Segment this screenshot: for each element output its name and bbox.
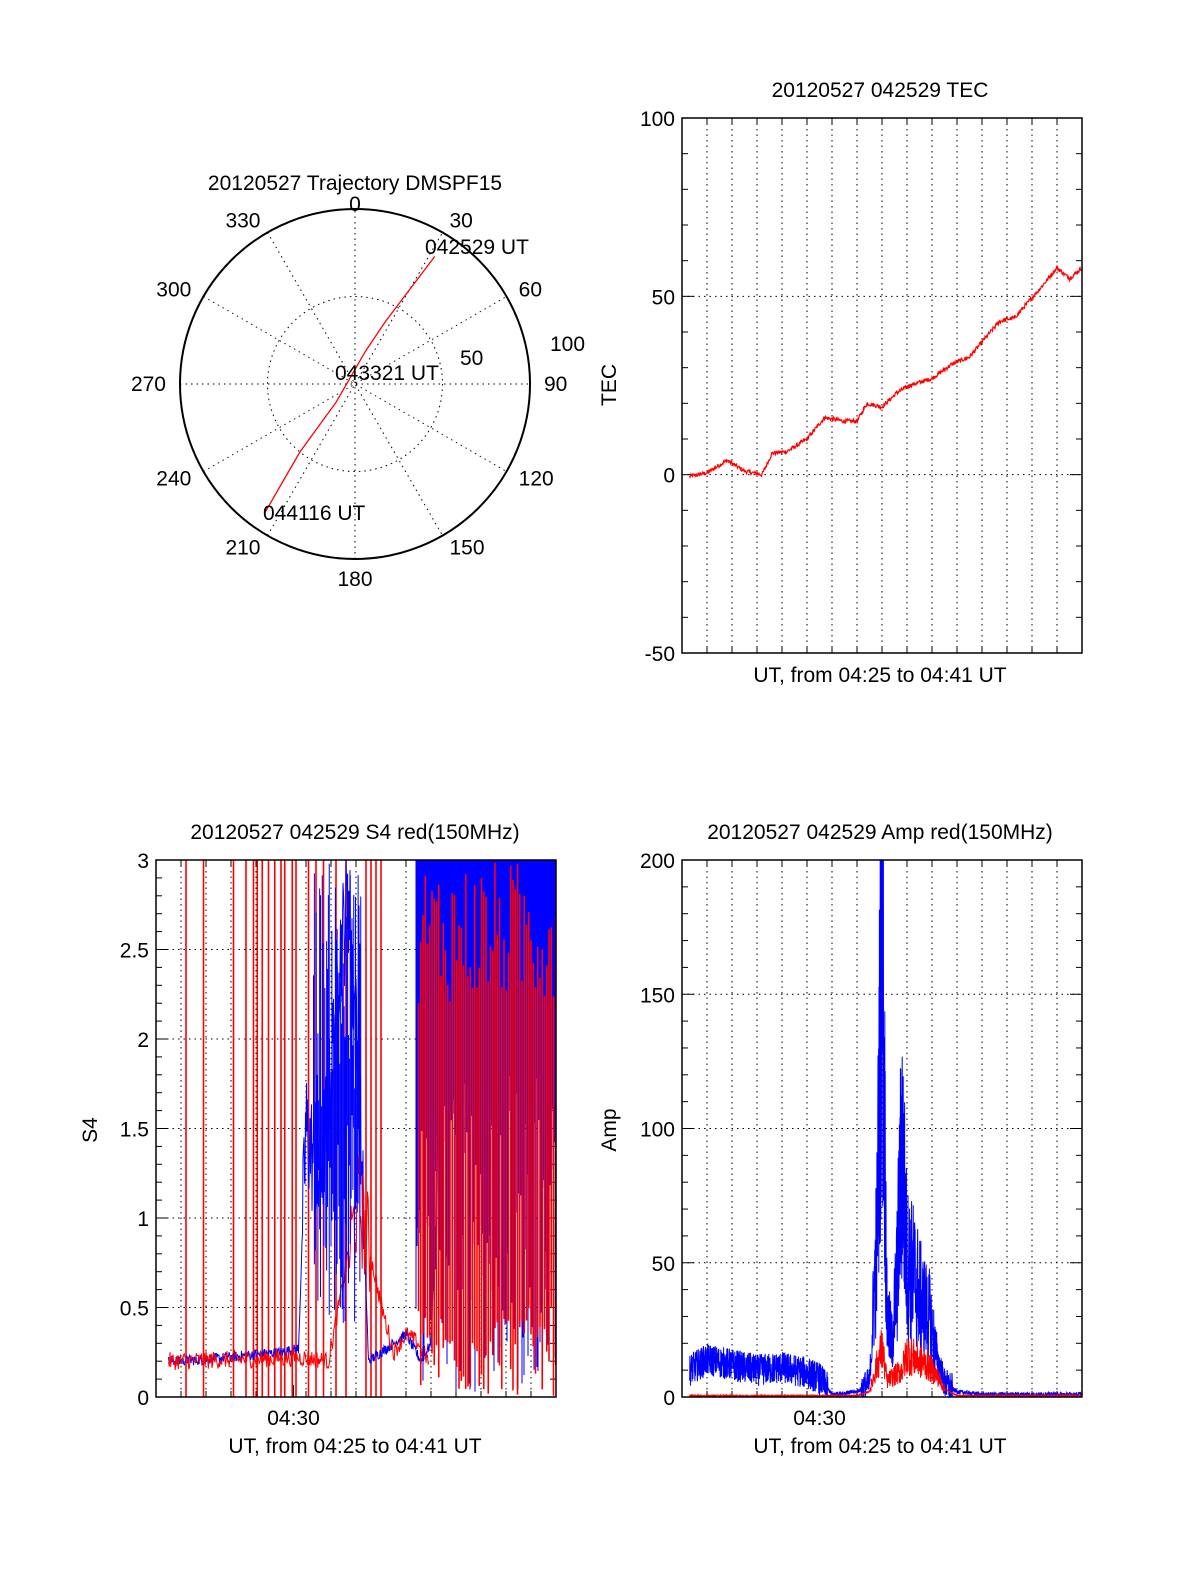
polar-spoke <box>267 232 443 536</box>
polar-azimuth-label: 90 <box>544 373 567 396</box>
polar-azimuth-label: 180 <box>337 568 372 591</box>
polar-azimuth-label: 240 <box>156 468 191 491</box>
tec-series-line <box>688 265 1083 480</box>
amp-title: 20120527 042529 Amp red(150MHz) <box>707 821 1053 844</box>
amp-xtick-label: 04:30 <box>793 1407 846 1430</box>
polar-azimuth-label: 0 <box>349 193 361 216</box>
polar-spoke <box>203 296 507 472</box>
tec-ytick-label: -50 <box>645 643 675 666</box>
s4-red-line <box>168 1153 429 1370</box>
polar-title: 20120527 Trajectory DMSPF15 <box>208 172 502 195</box>
s4-ytick-label: 3 <box>137 850 149 873</box>
s4-xlabel: UT, from 04:25 to 04:41 UT <box>228 1435 481 1458</box>
tec-panel: 20120527 042529 TEC UT, from 04:25 to 04… <box>598 79 1083 687</box>
polar-radial-label: 50 <box>460 347 483 370</box>
s4-ytick-label: 2.5 <box>120 940 149 963</box>
amp-ylabel: Amp <box>598 1108 621 1151</box>
tec-ytick-label: 100 <box>640 108 675 131</box>
tec-ylabel: TEC <box>598 364 621 406</box>
s4-xtick-label: 04:30 <box>267 1407 320 1430</box>
s4-ytick-label: 1.5 <box>120 1119 149 1142</box>
polar-spoke <box>203 296 507 472</box>
polar-annotation: 042529 UT <box>425 236 529 259</box>
amp-ytick-label: 0 <box>663 1387 675 1410</box>
amp-ytick-label: 150 <box>640 984 675 1007</box>
polar-annotation: 043321 UT <box>335 362 439 385</box>
amp-ytick-label: 50 <box>652 1253 675 1276</box>
polar-azimuth-label: 210 <box>225 537 260 560</box>
tec-ytick-label: 0 <box>663 465 675 488</box>
s4-blue-line <box>168 859 439 1367</box>
s4-ytick-label: 2 <box>137 1029 149 1052</box>
polar-azimuth-label: 270 <box>131 373 166 396</box>
polar-azimuth-label: 330 <box>225 209 260 232</box>
tec-plot-frame <box>681 117 1083 654</box>
s4-panel: 20120527 042529 S4 red(150MHz) UT, from … <box>79 821 557 1458</box>
s4-ytick-label: 0 <box>137 1387 149 1410</box>
polar-trajectory-line <box>264 256 436 514</box>
amp-blue-line <box>689 859 1083 1399</box>
polar-azimuth-label: 300 <box>156 279 191 302</box>
polar-azimuth-label: 60 <box>519 279 542 302</box>
s4-ytick-label: 0.5 <box>120 1298 149 1321</box>
amp-red-line <box>689 1330 1083 1399</box>
amp-xlabel: UT, from 04:25 to 04:41 UT <box>753 1435 1006 1458</box>
polar-grid-circle <box>267 296 443 472</box>
amp-ytick-label: 200 <box>640 850 675 873</box>
polar-azimuth-label: 120 <box>519 468 554 491</box>
polar-azimuth-label: 30 <box>450 209 473 232</box>
tec-title: 20120527 042529 TEC <box>772 79 989 102</box>
amp-panel: 20120527 042529 Amp red(150MHz) UT, from… <box>598 821 1083 1458</box>
tec-ytick-label: 50 <box>652 286 675 309</box>
s4-title: 20120527 042529 S4 red(150MHz) <box>190 821 519 844</box>
polar-azimuth-label: 150 <box>450 537 485 560</box>
s4-ylabel: S4 <box>79 1117 102 1143</box>
polar-annotation: 044116 UT <box>263 502 366 525</box>
polar-radial-label: 100 <box>550 333 585 356</box>
s4-plot-frame <box>155 859 557 1398</box>
amp-ytick-label: 100 <box>640 1119 675 1142</box>
s4-ytick-label: 1 <box>137 1208 149 1231</box>
polar-spoke <box>267 232 443 536</box>
amp-plot-frame <box>681 859 1083 1398</box>
polar-trajectory-panel: 20120527 Trajectory DMSPF15 0 30 60 90 120 15… <box>131 172 585 591</box>
tec-xlabel: UT, from 04:25 to 04:41 UT <box>753 664 1006 687</box>
